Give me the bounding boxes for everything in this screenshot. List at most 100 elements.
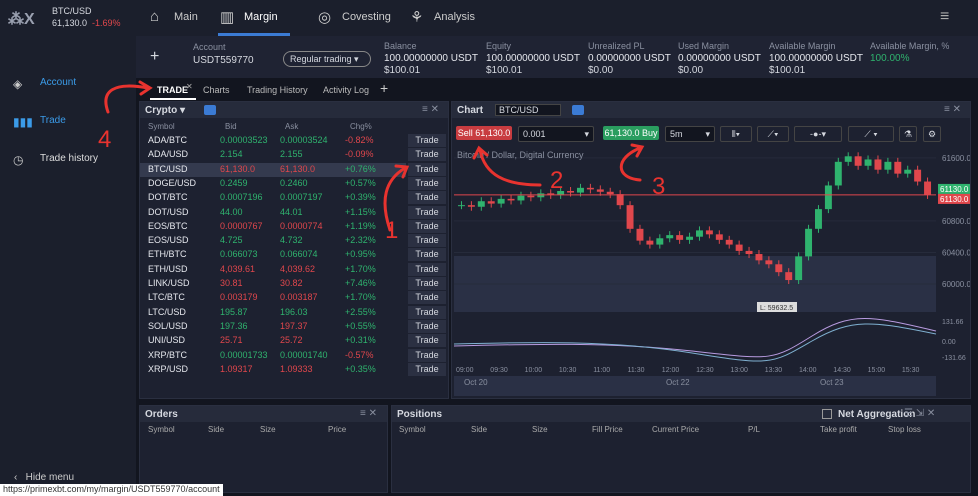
tab[interactable]: Charts (203, 85, 230, 95)
symbol[interactable]: XRP/USD (148, 363, 189, 374)
field-value: 0.00000000 USDT (588, 53, 671, 64)
indicators[interactable]: ⟋▾ (757, 126, 789, 142)
chart-icon[interactable] (572, 105, 584, 115)
symbol[interactable]: ETH/USD (148, 263, 188, 274)
buy-button[interactable]: 61,130.0 Buy (603, 126, 659, 140)
tab[interactable]: Activity Log (323, 85, 370, 95)
crypto-icon[interactable] (204, 105, 216, 115)
symbol[interactable]: LINK/USD (148, 278, 190, 288)
date-label: Oct 20 (464, 378, 488, 387)
settings[interactable]: ⚙ (923, 126, 941, 142)
nav-icon[interactable]: ◎ (318, 9, 332, 26)
trade-button[interactable]: Trade (408, 205, 446, 219)
trade-button[interactable]: Trade (408, 148, 446, 162)
symbol[interactable]: ADA/BTC (148, 135, 188, 145)
symbol[interactable]: LTC/BTC (148, 292, 185, 303)
candle (586, 187, 594, 190)
ask: 30.82 (280, 278, 303, 288)
trade-button[interactable]: Trade (408, 334, 446, 348)
mode-select[interactable]: Regular trading ▾ (283, 51, 371, 67)
side-item[interactable]: Trade history (40, 153, 98, 164)
symbol[interactable]: DOT/BTC (148, 192, 188, 203)
symbol[interactable]: ADA/USD (148, 149, 189, 160)
orders-controls[interactable]: ≡ ✕ (360, 408, 377, 419)
amount-input[interactable]: 0.001 ▾ (518, 126, 594, 142)
ask: 4.732 (280, 235, 303, 246)
nav-icon[interactable]: ⚘ (410, 9, 424, 26)
symbol[interactable]: EOS/USD (148, 235, 189, 246)
column-header: Fill Price (592, 425, 623, 434)
symbol[interactable]: ETH/BTC (148, 249, 187, 260)
time-label: 12:30 (696, 367, 714, 374)
trade-button[interactable]: Trade (408, 262, 446, 276)
nav-icon[interactable]: ⌂ (150, 8, 160, 25)
trade-button[interactable]: Trade (408, 234, 446, 248)
candle (477, 201, 485, 207)
symbol[interactable]: EOS/BTC (148, 220, 188, 231)
side-item[interactable]: Account (40, 77, 77, 88)
candle (527, 195, 535, 198)
interval-select[interactable]: 5m ▾ (665, 126, 715, 142)
tab-add[interactable]: + (380, 80, 389, 96)
chart-controls[interactable]: ≡ ✕ (944, 104, 961, 115)
symbol[interactable]: SOL/USD (148, 320, 188, 331)
time-label: 12:00 (662, 367, 680, 374)
trade-button[interactable]: Trade (408, 219, 446, 233)
account-label: Account (193, 42, 226, 52)
tab-close[interactable]: ✕ (186, 82, 193, 91)
symbol[interactable]: LTC/USD (148, 306, 186, 317)
lab[interactable]: ⚗ (899, 126, 917, 142)
trade-button[interactable]: Trade (408, 305, 446, 319)
side-item[interactable]: Trade (40, 115, 66, 126)
account-bar (136, 36, 978, 78)
tab[interactable]: TRADE (157, 85, 188, 95)
nav-item[interactable]: Covesting (342, 11, 391, 23)
trade-button[interactable]: Trade (408, 362, 446, 376)
line-tool[interactable]: ⟋ ▾ (848, 126, 894, 142)
drawing[interactable]: -●-▾ (794, 126, 842, 142)
hide-menu[interactable]: ‹ Hide menu (14, 472, 75, 483)
tab[interactable]: Trading History (247, 85, 308, 95)
nav-item[interactable]: Margin (244, 11, 278, 23)
symbol[interactable]: DOGE/USD (148, 177, 197, 188)
candle (884, 161, 892, 170)
nav-icon[interactable]: ▥ (220, 9, 235, 26)
ticker-price: 61,130.0 (52, 18, 88, 28)
candle-type[interactable]: ⫴▾ (720, 126, 752, 142)
candle (765, 260, 773, 265)
nav-item[interactable]: Analysis (434, 11, 475, 23)
candle (626, 205, 634, 229)
sell-button[interactable]: Sell 61,130.0 (456, 126, 512, 140)
symbol[interactable]: BTC/USD (148, 163, 188, 174)
add-account[interactable]: + (150, 48, 160, 65)
candle (666, 235, 674, 239)
nav-item[interactable]: Main (174, 11, 198, 23)
crypto-controls[interactable]: ≡ ✕ (422, 104, 439, 115)
trade-button[interactable]: Trade (408, 319, 446, 333)
symbol[interactable]: XRP/BTC (148, 349, 188, 360)
time-label: 09:00 (456, 367, 474, 374)
field-value: 100.00000000 USDT (769, 53, 863, 64)
trade-button[interactable]: Trade (408, 134, 446, 147)
trade-button[interactable]: Trade (408, 248, 446, 262)
nav-underline (218, 33, 290, 36)
candle (616, 194, 624, 206)
trade-button[interactable]: Trade (408, 291, 446, 305)
net-checkbox[interactable] (822, 409, 832, 419)
menu-icon[interactable]: ≡ (940, 8, 950, 25)
change: -0.82% (345, 135, 374, 145)
change: +1.70% (345, 263, 376, 274)
trade-button[interactable]: Trade (408, 176, 446, 190)
trade-button[interactable]: Trade (408, 277, 446, 290)
crypto-panel: Crypto ▾ ≡ ✕ Symbol Bid Ask Chg% ADA/BTC 0.00… (139, 101, 449, 399)
symbol[interactable]: DOT/USD (148, 206, 189, 217)
net-label: Net Aggregation (838, 409, 916, 420)
positions-controls[interactable]: ☰ ⇲ ✕ (904, 408, 936, 419)
candle (696, 230, 703, 237)
symbol[interactable]: UNI/USD (148, 335, 186, 346)
trade-button[interactable]: Trade (408, 348, 446, 362)
crypto-title[interactable]: Crypto ▾ (145, 105, 186, 116)
chart-symbol[interactable]: BTC/USD (495, 104, 561, 116)
trade-button[interactable]: Trade (408, 191, 446, 205)
trade-button[interactable]: Trade (408, 162, 446, 176)
